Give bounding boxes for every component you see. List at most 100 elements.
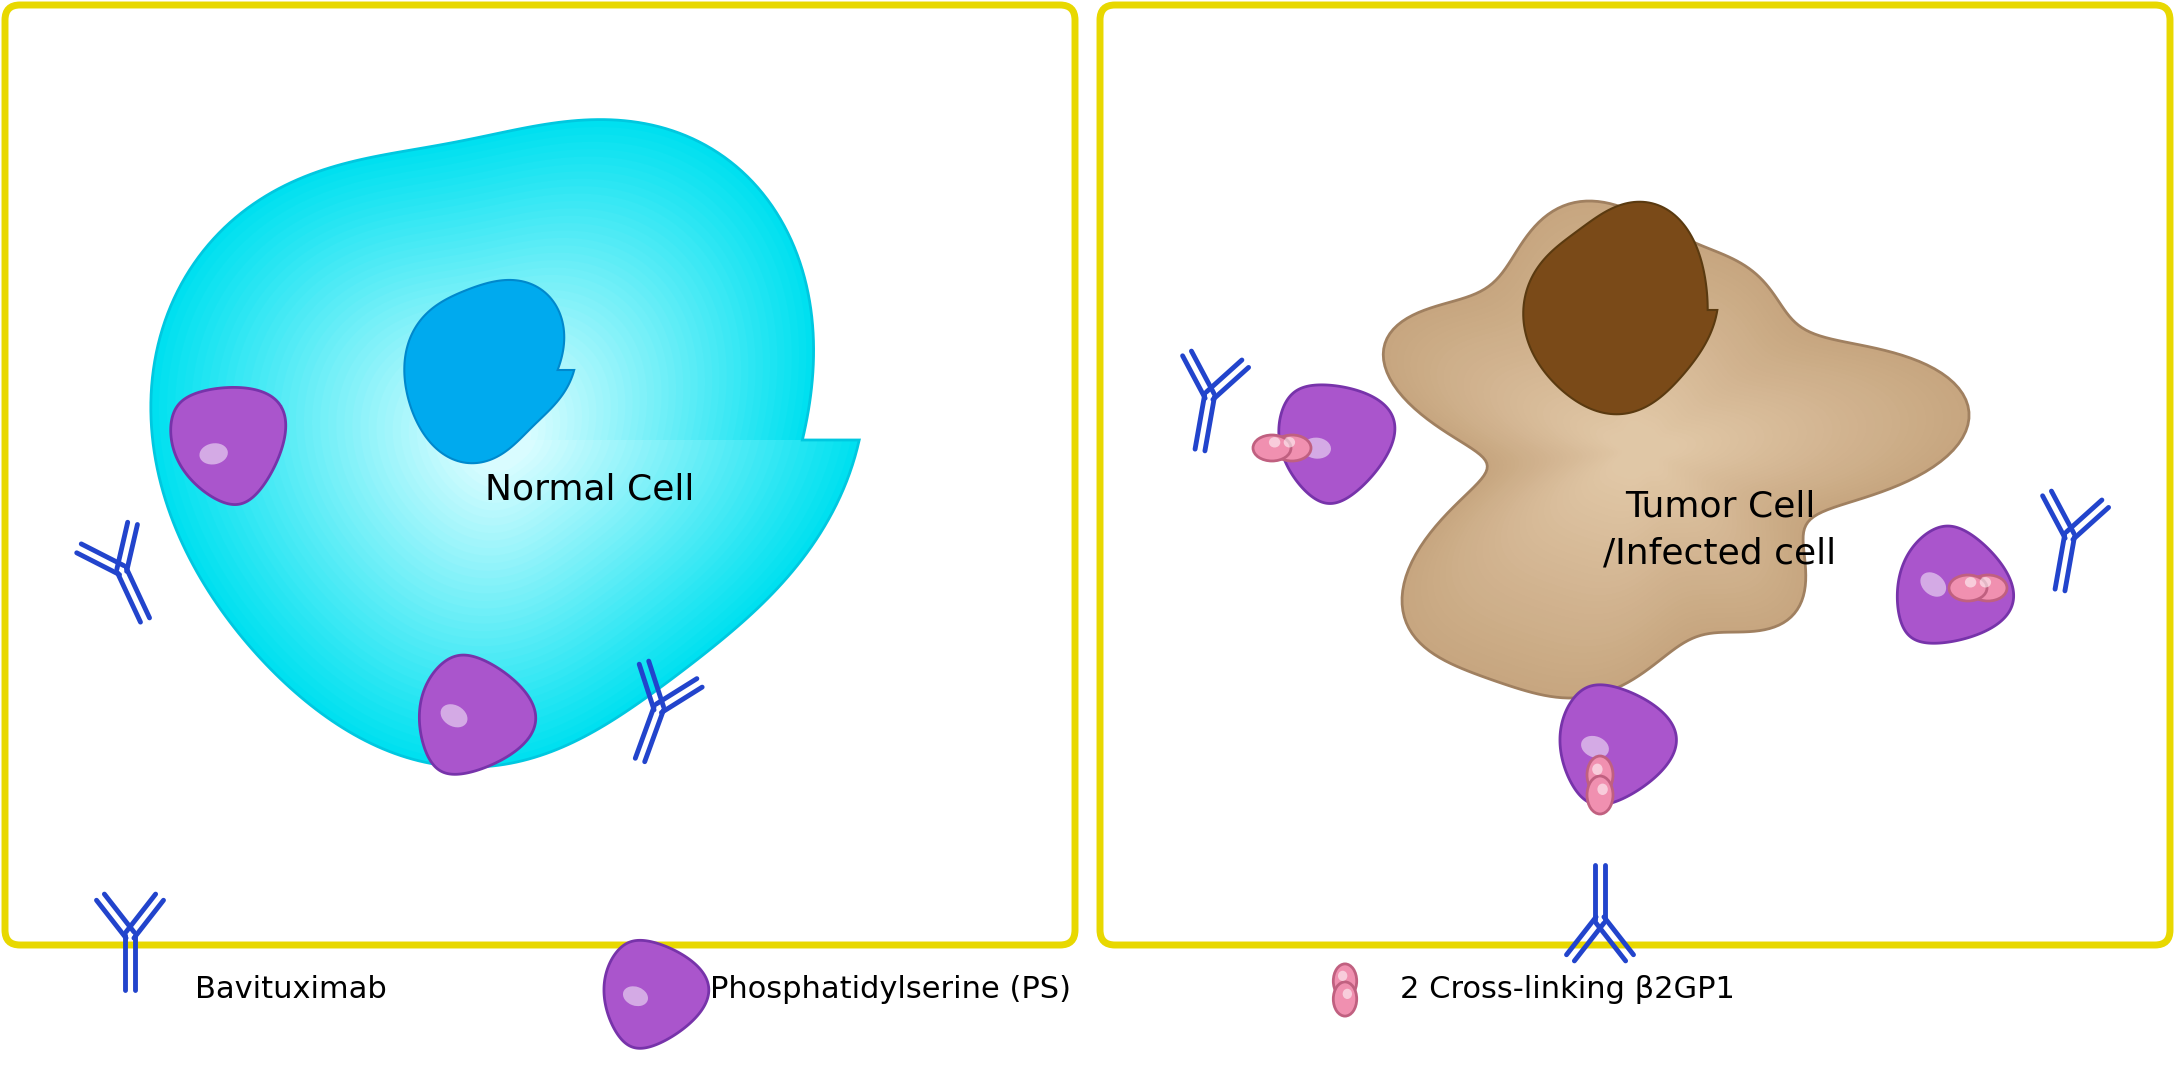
Polygon shape [420,656,535,774]
Polygon shape [150,120,859,767]
Polygon shape [167,134,842,752]
Text: Normal Cell: Normal Cell [485,473,694,507]
Polygon shape [1536,349,1773,551]
Polygon shape [424,372,576,511]
Ellipse shape [1268,437,1281,447]
Polygon shape [344,297,661,586]
Polygon shape [1549,362,1755,538]
Polygon shape [1603,414,1688,486]
Polygon shape [159,127,850,759]
Ellipse shape [1921,572,1947,597]
Polygon shape [1610,420,1679,480]
Polygon shape [1429,246,1910,653]
Polygon shape [1483,298,1842,602]
Polygon shape [465,408,535,473]
Polygon shape [1383,201,1968,698]
Polygon shape [1464,279,1866,621]
Polygon shape [1390,207,1960,691]
Text: Tumor Cell
/Infected cell: Tumor Cell /Infected cell [1603,489,1836,570]
Polygon shape [287,245,718,638]
Polygon shape [1596,407,1697,492]
Polygon shape [1451,266,1884,634]
Polygon shape [1503,318,1816,582]
Polygon shape [1897,526,2014,644]
Polygon shape [392,341,611,541]
Ellipse shape [1596,784,1607,795]
Ellipse shape [1253,435,1292,461]
Polygon shape [448,393,552,488]
Polygon shape [442,386,561,496]
Ellipse shape [1968,575,2008,600]
Polygon shape [1590,401,1705,499]
Polygon shape [1470,285,1857,615]
Polygon shape [200,164,809,721]
Polygon shape [361,312,644,571]
Polygon shape [1529,342,1781,557]
Text: 2 Cross-linking β2GP1: 2 Cross-linking β2GP1 [1401,975,1736,1004]
Text: Phosphatidylserine (PS): Phosphatidylserine (PS) [709,975,1070,1004]
Polygon shape [215,179,794,706]
Polygon shape [1562,375,1740,525]
Polygon shape [1403,220,1944,678]
Polygon shape [224,186,785,699]
Polygon shape [400,349,602,534]
Ellipse shape [1979,577,1990,588]
Polygon shape [311,268,694,616]
Polygon shape [1496,311,1825,589]
Polygon shape [305,260,703,623]
Ellipse shape [1588,777,1614,814]
Ellipse shape [622,986,648,1007]
Polygon shape [1570,381,1731,518]
Ellipse shape [200,443,228,464]
Polygon shape [433,378,570,503]
Polygon shape [1583,394,1714,505]
Polygon shape [1457,272,1875,627]
Polygon shape [1279,384,1394,503]
Polygon shape [1409,227,1936,673]
Polygon shape [248,208,759,676]
Polygon shape [1542,355,1764,544]
Polygon shape [1559,685,1677,805]
Polygon shape [1577,388,1723,512]
Ellipse shape [442,704,468,727]
Polygon shape [174,141,835,744]
Polygon shape [231,193,776,691]
Polygon shape [1477,292,1849,608]
Ellipse shape [1964,577,1977,588]
Polygon shape [1442,259,1892,640]
Polygon shape [1555,368,1747,531]
Polygon shape [320,275,685,609]
Polygon shape [368,320,635,564]
Polygon shape [191,157,818,729]
Polygon shape [328,282,676,602]
Polygon shape [1522,202,1718,415]
Ellipse shape [1588,756,1614,794]
Ellipse shape [1338,971,1346,981]
Polygon shape [352,305,652,579]
Polygon shape [409,356,594,526]
Ellipse shape [1272,435,1312,461]
Polygon shape [1422,240,1918,660]
Polygon shape [296,253,709,631]
Polygon shape [207,172,800,714]
Polygon shape [1516,329,1799,569]
Polygon shape [257,216,750,669]
Polygon shape [376,326,626,556]
FancyBboxPatch shape [1101,5,2171,945]
Polygon shape [605,941,709,1049]
Polygon shape [405,280,574,463]
Polygon shape [1396,214,1951,685]
Polygon shape [385,334,620,549]
Polygon shape [183,149,826,737]
Ellipse shape [1342,989,1353,999]
Polygon shape [1522,336,1790,563]
Polygon shape [337,289,668,594]
Ellipse shape [1303,437,1331,459]
Ellipse shape [1592,764,1603,775]
Polygon shape [418,364,585,518]
Ellipse shape [1581,735,1610,758]
Polygon shape [1416,233,1927,666]
Polygon shape [1490,305,1834,595]
Text: Bavituximab: Bavituximab [196,975,387,1004]
Polygon shape [457,401,544,481]
